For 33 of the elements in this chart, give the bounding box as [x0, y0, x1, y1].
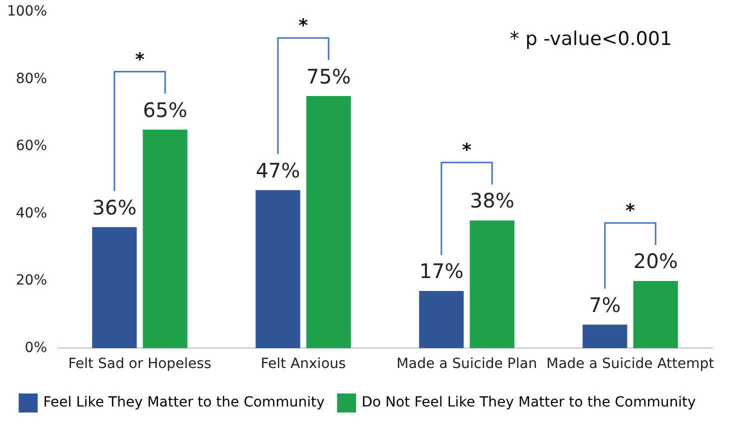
annotation: *: [298, 16, 309, 37]
text: 36%: [92, 195, 137, 220]
y-tick-label: 20%: [16, 272, 48, 289]
bar: [142, 130, 188, 348]
bar: [419, 291, 464, 348]
text: 7%: [589, 292, 621, 317]
annotation: *: [462, 140, 472, 162]
annotation: * p -value<0.001: [510, 28, 672, 50]
annotation: *: [135, 49, 146, 70]
text: 65%: [142, 98, 188, 122]
bar: [582, 324, 628, 348]
bar: [633, 280, 678, 348]
y-tick-label: 0%: [24, 340, 48, 356]
legend-label: Feel Like They Matter to the Community: [43, 394, 325, 411]
x-tick-label: Made a Suicide Attempt: [546, 356, 715, 372]
x-tick-label: Felt Sad or Hopeless: [68, 356, 212, 372]
text: 38%: [470, 188, 514, 213]
legend-label: Do Not Feel Like They Matter to the Community: [362, 394, 696, 411]
annotation: *: [626, 200, 636, 222]
bar: [470, 220, 514, 348]
y-tick-label: 80%: [16, 70, 48, 87]
text: 47%: [256, 158, 300, 182]
bar: [92, 227, 137, 348]
y-tick-label: 100%: [6, 4, 48, 20]
text: 75%: [306, 64, 351, 88]
text: 17%: [419, 259, 464, 284]
x-tick-label: Made a Suicide Plan: [396, 356, 538, 372]
y-tick-label: 60%: [16, 138, 48, 154]
text: 20%: [633, 249, 678, 274]
y-tick-label: 40%: [16, 205, 48, 222]
x-tick-label: Felt Anxious: [260, 356, 346, 372]
bar: [306, 96, 351, 348]
bar: [256, 190, 300, 348]
